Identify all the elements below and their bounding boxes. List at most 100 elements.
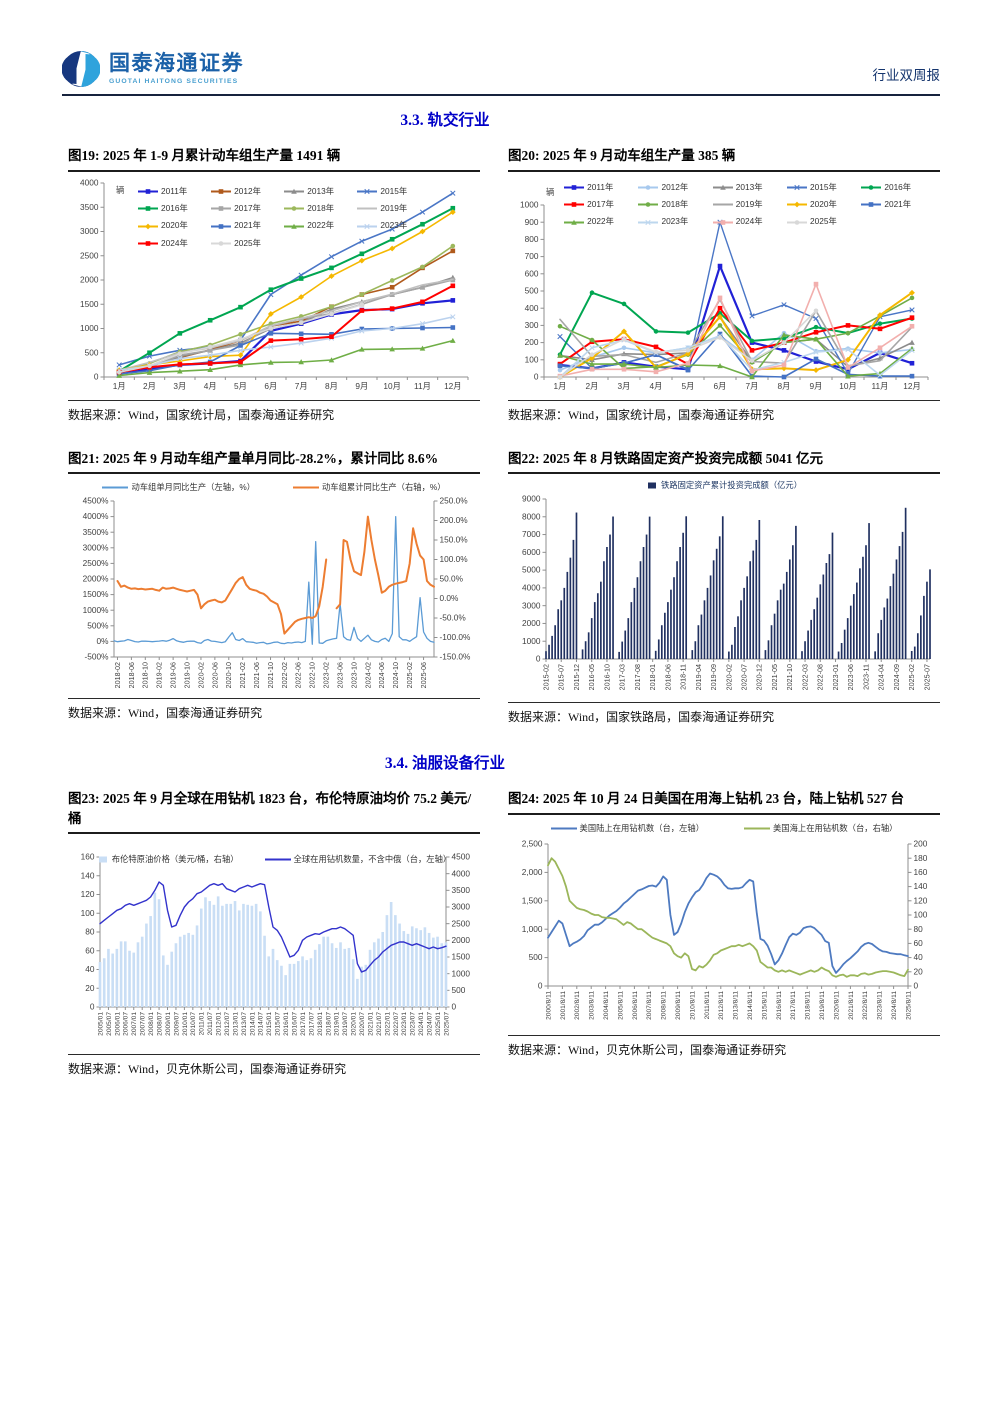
svg-text:0: 0 (90, 1002, 95, 1012)
svg-text:0: 0 (538, 980, 543, 990)
svg-text:2000/8/11: 2000/8/11 (545, 990, 552, 1019)
svg-text:2011/01: 2011/01 (199, 1012, 206, 1036)
svg-text:5000: 5000 (522, 565, 541, 575)
svg-text:2020-07: 2020-07 (739, 664, 748, 690)
svg-text:11月: 11月 (414, 381, 431, 391)
svg-text:50.0%: 50.0% (440, 574, 464, 584)
svg-text:2019/8/11: 2019/8/11 (819, 990, 826, 1019)
legend-swatch-icon (293, 486, 319, 489)
svg-text:2015-12: 2015-12 (572, 664, 581, 690)
svg-text:2015/8/11: 2015/8/11 (761, 990, 768, 1019)
svg-text:4月: 4月 (650, 381, 663, 391)
svg-text:140: 140 (914, 881, 928, 891)
figure-21-chart-svg: -500% 0% 500% 1000% 1500% 2000% 2500% 3000% 3500… (83, 496, 472, 689)
svg-text:500: 500 (529, 952, 543, 962)
figure-20: 图20: 2025 年 9 月动车组生产量 385 辆 0 100 200 300 40… (508, 146, 940, 423)
legend-item: 2024年 (712, 213, 787, 230)
svg-text:2023/8/11: 2023/8/11 (877, 990, 884, 1019)
svg-text:2016/01: 2016/01 (283, 1012, 290, 1036)
legend-item: 2015年 (787, 179, 861, 196)
svg-text:0: 0 (536, 654, 541, 664)
svg-text:600: 600 (525, 268, 539, 278)
svg-text:2020/8/11: 2020/8/11 (833, 990, 840, 1019)
svg-text:3000: 3000 (452, 902, 471, 912)
figure-22-chart: 0 1000 2000 3000 4000 5000 6000 7000 8000 9000 201… (508, 477, 940, 701)
svg-text:140: 140 (81, 871, 95, 881)
svg-text:200.0%: 200.0% (440, 515, 469, 525)
company-logo: 国泰海通证券 GUOTAI HAITONG SECURITIES (62, 50, 244, 88)
svg-text:2019-02: 2019-02 (155, 662, 164, 688)
logo-company-name-en: GUOTAI HAITONG SECURITIES (109, 78, 239, 86)
svg-text:2018-01: 2018-01 (648, 664, 657, 690)
svg-text:2月: 2月 (143, 381, 156, 391)
svg-text:2023-01: 2023-01 (831, 664, 840, 690)
svg-text:40: 40 (914, 952, 924, 962)
svg-text:2002/8/11: 2002/8/11 (574, 990, 581, 1019)
svg-text:2024-02: 2024-02 (363, 662, 372, 688)
svg-text:2015-02: 2015-02 (541, 664, 550, 690)
figure-21-source: 数据来源：Wind，国泰海通证券研究 (68, 698, 480, 721)
svg-text:2018/8/11: 2018/8/11 (805, 990, 812, 1019)
svg-text:4000: 4000 (452, 869, 471, 879)
svg-text:辆: 辆 (116, 185, 124, 195)
svg-text:辆: 辆 (546, 187, 554, 197)
svg-text:2015/07: 2015/07 (275, 1012, 282, 1036)
svg-text:2017/01: 2017/01 (300, 1012, 307, 1036)
svg-text:2015/01: 2015/01 (266, 1012, 273, 1036)
chart-legend: 动车组单月同比生产（左轴，%） 动车组累计同比生产（右轴，%） (68, 479, 480, 496)
svg-text:2018-06: 2018-06 (663, 664, 672, 690)
legend-item: 2021年 (861, 196, 935, 213)
legend-swatch-icon (787, 184, 808, 190)
svg-text:1月: 1月 (113, 381, 126, 391)
figure-24-title: 图24: 2025 年 10 月 24 日美国在用海上钻机 23 台，陆上钻机 … (508, 789, 940, 815)
svg-text:2022/01: 2022/01 (384, 1012, 391, 1036)
legend-swatch-icon (712, 184, 733, 190)
svg-text:2009/8/11: 2009/8/11 (675, 990, 682, 1019)
legend-item: 2022年 (284, 217, 357, 234)
legend-swatch-icon (102, 486, 129, 489)
svg-text:180: 180 (914, 852, 928, 862)
svg-text:9000: 9000 (522, 494, 541, 504)
svg-text:160: 160 (81, 852, 95, 862)
figure-20-chart-svg: 0 100 200 300 400 500 600 700 800 900 1000 辆 1月 2月 3月 4… (520, 187, 929, 391)
svg-text:2025-07: 2025-07 (922, 664, 931, 690)
legend-item: 2013年 (712, 179, 787, 196)
svg-text:1000: 1000 (80, 323, 99, 333)
svg-text:2013/07: 2013/07 (241, 1012, 248, 1036)
svg-text:1500: 1500 (80, 298, 99, 308)
figure-19-title: 图19: 2025 年 1-9 月累计动车组生产量 1491 辆 (68, 146, 480, 172)
legend-swatch-icon (712, 219, 733, 225)
svg-text:2018-06: 2018-06 (127, 662, 136, 688)
svg-text:2000: 2000 (80, 274, 99, 284)
svg-text:7月: 7月 (746, 381, 759, 391)
svg-text:9月: 9月 (810, 381, 823, 391)
legend-item: 2023年 (357, 217, 430, 234)
svg-text:2021-02: 2021-02 (238, 662, 247, 688)
svg-text:2019/01: 2019/01 (334, 1012, 341, 1036)
svg-text:3500: 3500 (80, 201, 99, 211)
svg-text:8月: 8月 (325, 381, 338, 391)
svg-text:2500: 2500 (80, 250, 99, 260)
legend-item: 铁路固定资产累计投资完成额（亿元） (646, 477, 802, 494)
figure-21-title: 图21: 2025 年 9 月动车组产量单月同比-28.2%，累计同比 8.6% (68, 449, 480, 475)
svg-text:2015-07: 2015-07 (557, 664, 566, 690)
legend-item: 2018年 (638, 196, 712, 213)
legend-swatch-icon (861, 184, 882, 190)
legend-item: 2011年 (564, 179, 638, 196)
legend-swatch-icon (787, 219, 808, 225)
svg-text:2006/01: 2006/01 (114, 1012, 121, 1036)
svg-text:2000: 2000 (452, 935, 471, 945)
section-3-4-heading: 3.4. 油服设备行业 (384, 755, 506, 773)
svg-text:2008/07: 2008/07 (156, 1012, 163, 1036)
svg-text:10月: 10月 (383, 381, 401, 391)
svg-text:-50.0%: -50.0% (440, 613, 467, 623)
svg-text:900: 900 (525, 216, 539, 226)
svg-text:9月: 9月 (355, 381, 368, 391)
svg-text:100.0%: 100.0% (440, 554, 469, 564)
svg-text:2025-02: 2025-02 (405, 662, 414, 688)
svg-text:2021-10: 2021-10 (785, 664, 794, 690)
svg-text:12月: 12月 (444, 381, 462, 391)
svg-text:-100.0%: -100.0% (440, 632, 472, 642)
svg-text:2018/01: 2018/01 (317, 1012, 324, 1036)
svg-text:1000%: 1000% (83, 605, 109, 615)
